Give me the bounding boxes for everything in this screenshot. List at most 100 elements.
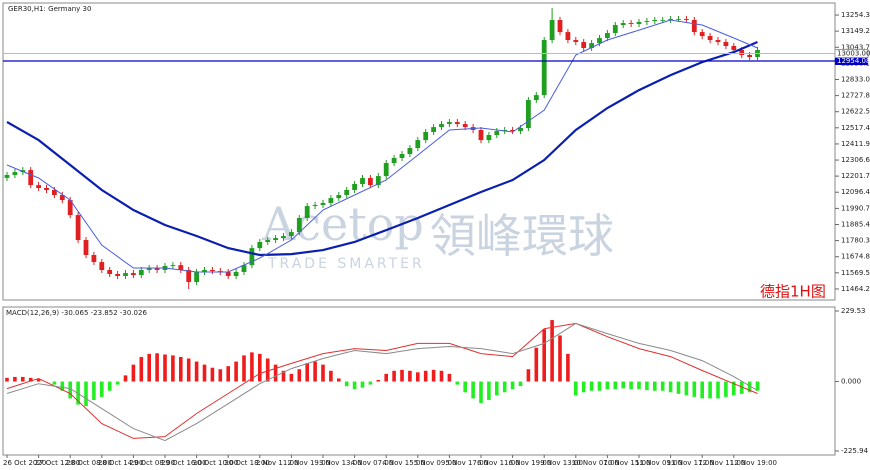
x-tick-label: 27 Oct 12:00 [35, 459, 81, 467]
x-tick-label: 4 Nov 15:00 [382, 459, 425, 467]
histogram-bar [60, 381, 65, 391]
histogram-bar [629, 381, 633, 390]
candle-body [549, 19, 555, 41]
candle-body [526, 100, 531, 129]
candle-body [644, 21, 650, 22]
candle-body [494, 131, 500, 136]
candle-body [620, 23, 626, 26]
histogram-bar [724, 381, 728, 397]
candle-body [304, 206, 310, 218]
candle-body [557, 19, 563, 33]
candle-body [565, 32, 571, 41]
y-tick-label: 13043.70 [841, 43, 870, 51]
x-tick-label: 12 Nov 11:00 [698, 459, 745, 467]
candle-body [28, 170, 34, 186]
histogram-bar [384, 373, 388, 382]
x-tick-label: 10 Nov 07:00 [572, 459, 619, 467]
price-tag [835, 56, 868, 65]
histogram-bar [684, 381, 689, 396]
price-tag-label: 12954.08 [837, 57, 870, 65]
y-tick-label: 12727.80 [841, 92, 870, 100]
y-tick-label: 11464.20 [841, 285, 870, 293]
candle-body [684, 19, 689, 20]
candle-body [510, 130, 515, 132]
y-tick-label: 11885.40 [841, 221, 870, 229]
candle-body [462, 124, 468, 128]
candle-body [533, 95, 539, 101]
x-tick-label: 6 Nov 19:00 [509, 459, 552, 467]
histogram-bar [692, 381, 697, 397]
candle-body [296, 217, 302, 233]
histogram-bar [368, 381, 373, 385]
candle-body [699, 32, 705, 37]
histogram-bar [526, 369, 531, 382]
x-tick-label: 29 Oct 08:00 [129, 459, 175, 467]
y-tick-label: 12622.50 [841, 108, 870, 116]
candle-body [391, 158, 397, 164]
candle-body [44, 187, 49, 190]
candle-body [210, 270, 215, 272]
candle-body [415, 140, 421, 149]
candle-body [715, 40, 721, 43]
histogram-bar [550, 320, 554, 382]
candle-body [676, 19, 681, 20]
histogram-bar [653, 381, 657, 391]
histogram-bar [147, 353, 151, 382]
x-tick-label: 11 Nov 09:00 [635, 459, 682, 467]
histogram-bar [352, 381, 357, 390]
histogram-bar [431, 369, 436, 382]
histogram-bar [84, 381, 88, 407]
histogram-bar [321, 364, 325, 382]
histogram-bar [28, 377, 33, 382]
histogram-bar [179, 356, 183, 382]
y-tick-label: 12306.60 [841, 156, 870, 164]
x-tick-label: 28 Oct 14:00 [98, 459, 144, 467]
histogram-bar [107, 381, 112, 391]
candle-body [320, 202, 326, 205]
candle-body [352, 184, 357, 190]
histogram-bar [700, 381, 704, 399]
last-price-tag [834, 48, 869, 58]
last-price-label: 13003.00 [837, 49, 870, 57]
candle-body [723, 42, 729, 46]
candle-body [257, 242, 263, 249]
x-tick-label: 26 Oct 2020 [3, 459, 46, 467]
histogram-bar [708, 381, 712, 399]
histogram-bar [605, 381, 610, 390]
candle-body [91, 255, 97, 263]
y-tick-label: 11674.80 [841, 253, 870, 261]
histogram-bar [479, 381, 483, 404]
histogram-bar [510, 381, 515, 390]
histogram-bar [163, 354, 167, 382]
candle-body [4, 174, 10, 178]
histogram-bar [281, 370, 286, 382]
histogram-bar [755, 381, 760, 391]
y-tick-label: 229.53 [841, 307, 866, 315]
candle-body [478, 130, 484, 141]
candle-body [439, 124, 444, 128]
histogram-bar [313, 361, 317, 382]
histogram-bar [660, 381, 665, 391]
y-tick-label: 12833.00 [841, 76, 870, 84]
x-tick-label: 28 Oct 08:00 [66, 459, 112, 467]
candle-body [83, 240, 89, 256]
candle-body [375, 176, 381, 186]
histogram-bar [558, 335, 562, 382]
histogram-bar [495, 381, 499, 396]
x-tick-label: 4 Nov 07:00 [351, 459, 394, 467]
candle-body [344, 189, 350, 196]
watermark-slogan: TRADE SMARTER [267, 256, 425, 272]
candle-body [225, 271, 231, 276]
candle-body [99, 262, 105, 271]
histogram-bar [100, 381, 104, 397]
y-tick-label: 11990.70 [841, 204, 870, 212]
histogram-bar [273, 364, 278, 382]
histogram-bar [668, 381, 673, 393]
histogram-bar [423, 370, 428, 382]
histogram-bar [637, 381, 641, 390]
candle-body [186, 270, 192, 282]
candle-body [233, 271, 239, 276]
histogram-bar [400, 369, 404, 382]
candle-body [67, 200, 73, 216]
